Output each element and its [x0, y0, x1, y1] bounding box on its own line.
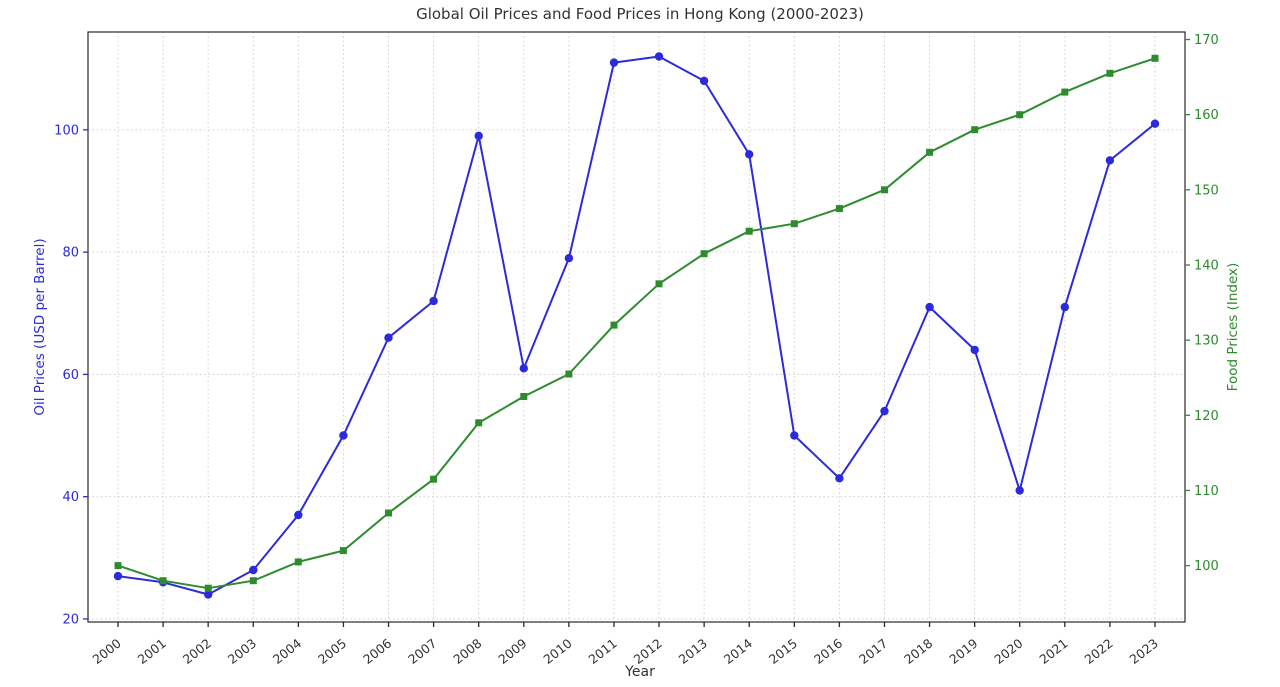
- svg-text:2016: 2016: [811, 636, 845, 667]
- svg-text:2007: 2007: [405, 636, 439, 667]
- svg-text:2021: 2021: [1036, 636, 1070, 667]
- svg-text:2012: 2012: [631, 636, 665, 667]
- svg-text:160: 160: [1194, 108, 1219, 123]
- chart-title: Global Oil Prices and Food Prices in Hon…: [416, 5, 864, 23]
- svg-text:100: 100: [1194, 559, 1219, 574]
- svg-text:60: 60: [62, 368, 79, 383]
- svg-text:2004: 2004: [270, 636, 304, 667]
- svg-text:2009: 2009: [495, 636, 529, 667]
- svg-text:170: 170: [1194, 33, 1219, 48]
- svg-text:150: 150: [1194, 183, 1219, 198]
- svg-text:110: 110: [1194, 484, 1219, 499]
- svg-text:2001: 2001: [135, 636, 169, 667]
- svg-text:2023: 2023: [1127, 636, 1161, 667]
- svg-text:2011: 2011: [586, 636, 620, 667]
- svg-text:2019: 2019: [946, 636, 980, 667]
- svg-text:2010: 2010: [540, 636, 574, 667]
- svg-text:40: 40: [62, 490, 79, 505]
- svg-text:20: 20: [62, 612, 79, 627]
- svg-text:100: 100: [54, 123, 79, 138]
- svg-text:80: 80: [62, 246, 79, 261]
- svg-text:2022: 2022: [1081, 636, 1115, 667]
- left-y-axis-label: Oil Prices (USD per Barrel): [32, 238, 48, 416]
- svg-text:130: 130: [1194, 334, 1219, 349]
- svg-text:2018: 2018: [901, 636, 935, 667]
- svg-text:2002: 2002: [180, 636, 214, 667]
- svg-text:120: 120: [1194, 409, 1219, 424]
- svg-text:2008: 2008: [450, 636, 484, 667]
- x-axis-label: Year: [625, 664, 655, 680]
- right-y-axis-label: Food Prices (Index): [1225, 262, 1241, 392]
- svg-text:2005: 2005: [315, 636, 349, 667]
- svg-text:2020: 2020: [991, 636, 1025, 667]
- svg-text:2017: 2017: [856, 636, 890, 667]
- svg-text:2006: 2006: [360, 636, 394, 667]
- svg-text:2015: 2015: [766, 636, 800, 667]
- svg-text:2014: 2014: [721, 636, 755, 667]
- svg-text:2013: 2013: [676, 636, 710, 667]
- svg-text:140: 140: [1194, 258, 1219, 273]
- svg-text:2000: 2000: [90, 636, 124, 667]
- svg-text:2003: 2003: [225, 636, 259, 667]
